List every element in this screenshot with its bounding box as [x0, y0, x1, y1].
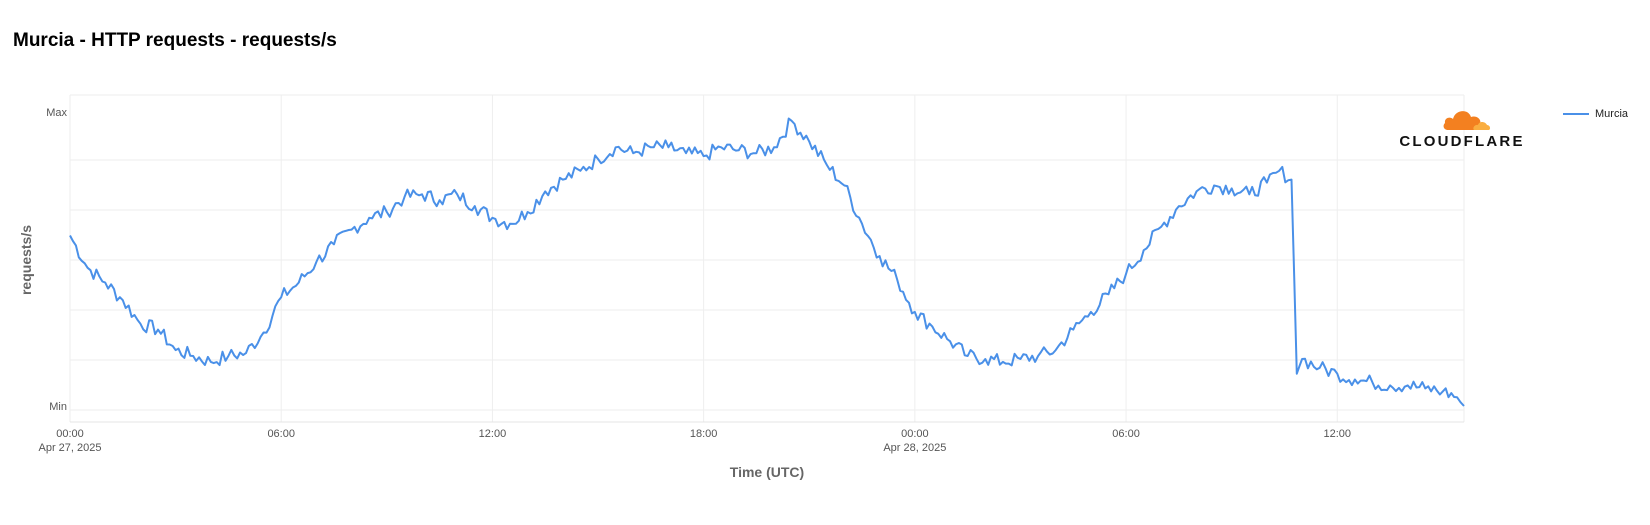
y-axis-label: requests/s	[18, 225, 34, 295]
x-tick-label: 18:00	[690, 428, 718, 440]
x-tick-sublabel: Apr 28, 2025	[883, 442, 946, 454]
series-group	[69, 117, 1465, 407]
grid-lines	[69, 94, 1465, 423]
chart-title: Murcia - HTTP requests - requests/s	[13, 30, 337, 51]
x-axis-ticks: 00:00 Apr 27, 2025 06:00 12:00 18:00 00:00 Apr…	[39, 428, 1352, 454]
y-tick-label: Max	[46, 107, 67, 119]
x-axis-label: Time (UTC)	[730, 464, 804, 480]
x-tick-label: 00:00	[901, 428, 929, 440]
x-tick-sublabel: Apr 27, 2025	[39, 442, 102, 454]
x-tick-label: 00:00	[56, 428, 84, 440]
cloudflare-wordmark: CLOUDFLARE	[1399, 133, 1525, 150]
y-axis-ticks: Max Min	[46, 107, 67, 413]
y-tick-label: Min	[49, 401, 67, 413]
series-line-murcia[interactable]	[69, 117, 1465, 407]
x-tick-label: 06:00	[1112, 428, 1140, 440]
legend[interactable]: Murcia	[1563, 108, 1628, 120]
legend-swatch	[1563, 113, 1589, 115]
x-tick-label: 12:00	[1324, 428, 1352, 440]
cloudflare-logo: CLOUDFLARE	[1392, 100, 1532, 160]
legend-label: Murcia	[1595, 108, 1629, 120]
x-tick-label: 12:00	[479, 428, 507, 440]
x-tick-label: 06:00	[267, 428, 295, 440]
cloudflare-cloud-icon	[1443, 111, 1491, 130]
